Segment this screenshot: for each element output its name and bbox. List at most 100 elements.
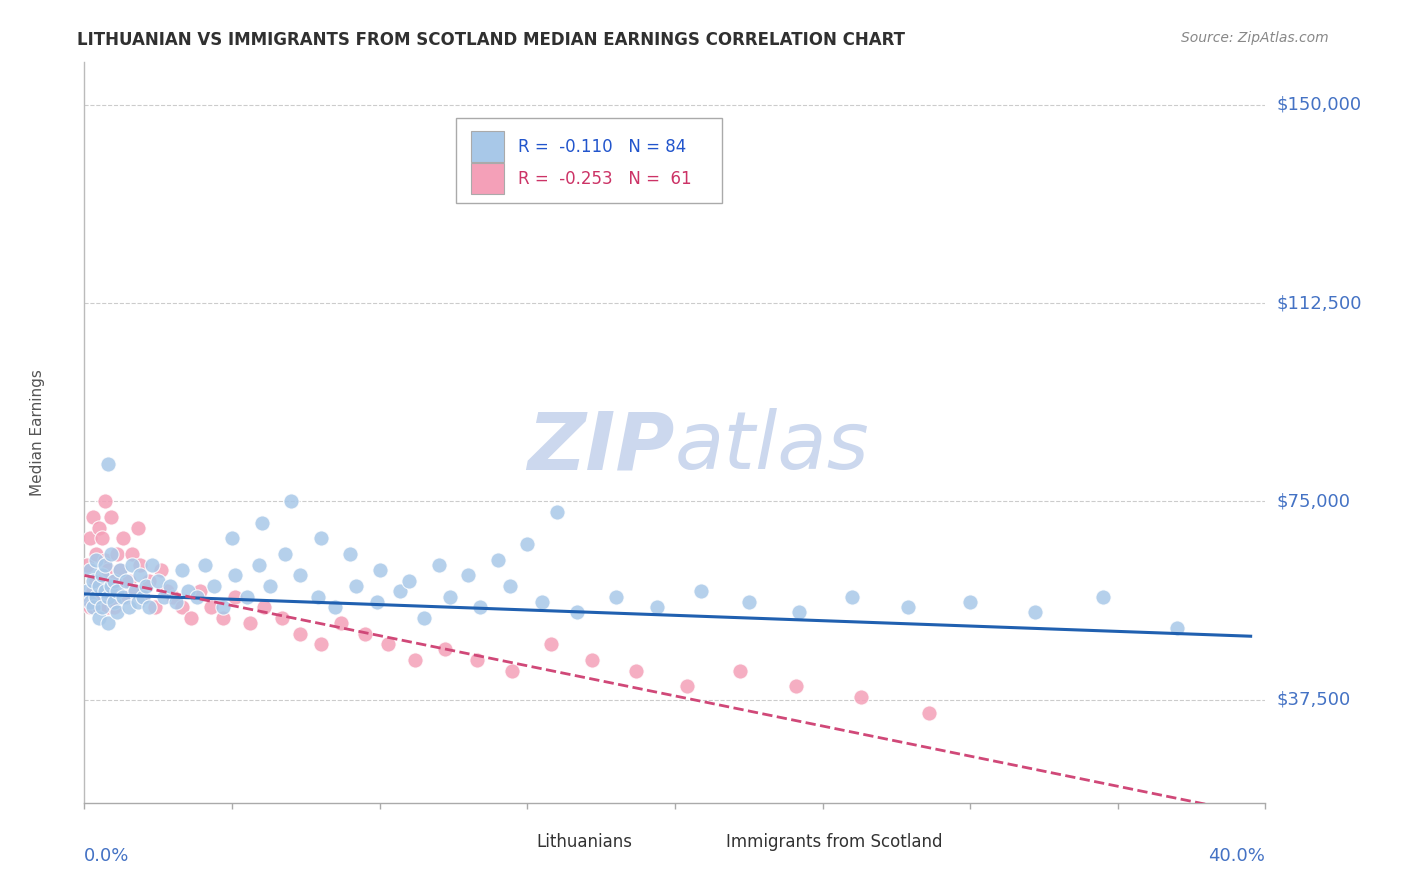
Point — [82, 600, 104, 615]
Point — [675, 680, 697, 694]
Point — [468, 600, 491, 615]
Text: $37,500: $37,500 — [1277, 690, 1351, 708]
Point — [398, 574, 420, 588]
Point — [309, 532, 332, 546]
Point — [516, 536, 538, 550]
Text: $75,000: $75,000 — [1277, 492, 1351, 510]
Point — [354, 626, 377, 640]
Point — [728, 664, 751, 678]
Point — [97, 615, 120, 630]
Point — [280, 494, 302, 508]
Point — [121, 547, 143, 561]
Point — [531, 595, 554, 609]
Point — [239, 615, 262, 630]
FancyBboxPatch shape — [457, 118, 723, 203]
Text: R =  -0.110   N = 84: R = -0.110 N = 84 — [517, 138, 686, 156]
Point — [368, 563, 391, 577]
Point — [118, 574, 141, 588]
Point — [108, 563, 131, 577]
Point — [103, 574, 125, 588]
Point — [194, 558, 217, 572]
Point — [111, 532, 134, 546]
Point — [124, 584, 146, 599]
Bar — [693, 831, 718, 855]
Point — [84, 590, 107, 604]
Point — [97, 600, 120, 615]
Point — [236, 590, 259, 604]
Point — [165, 595, 187, 609]
Point — [97, 563, 120, 577]
Point — [1166, 621, 1188, 635]
Point — [1024, 606, 1046, 620]
Point — [221, 532, 243, 546]
Text: 40.0%: 40.0% — [1209, 847, 1265, 865]
Point — [366, 595, 388, 609]
Point — [202, 579, 225, 593]
Point — [91, 600, 114, 615]
Point — [427, 558, 450, 572]
Point — [918, 706, 941, 720]
Point — [581, 653, 603, 667]
Point — [103, 574, 125, 588]
Point — [82, 510, 104, 524]
Point — [177, 584, 200, 599]
Point — [785, 680, 807, 694]
Point — [170, 600, 193, 615]
Point — [325, 600, 347, 615]
Point — [76, 584, 98, 599]
Point — [377, 637, 399, 651]
Point — [156, 584, 179, 599]
Point — [100, 584, 122, 599]
Point — [897, 600, 920, 615]
Point — [148, 574, 170, 588]
Point — [188, 584, 211, 599]
Point — [180, 610, 202, 624]
Point — [76, 558, 98, 572]
Point — [100, 510, 122, 524]
Point — [439, 590, 461, 604]
Point — [540, 637, 562, 651]
Point — [159, 579, 181, 593]
Point — [413, 610, 436, 624]
Point — [127, 521, 149, 535]
Point — [82, 574, 104, 588]
Point — [129, 558, 152, 572]
Point — [186, 590, 208, 604]
Point — [118, 600, 141, 615]
Point — [288, 626, 311, 640]
Point — [250, 516, 273, 530]
Point — [457, 568, 479, 582]
Point — [111, 590, 134, 604]
Point — [114, 590, 136, 604]
Point — [690, 584, 713, 599]
Point — [97, 458, 120, 472]
Point — [841, 590, 863, 604]
Point — [153, 590, 176, 604]
Point — [105, 547, 128, 561]
Point — [79, 532, 101, 546]
Point — [108, 563, 131, 577]
Text: atlas: atlas — [675, 409, 870, 486]
Point — [309, 637, 332, 651]
Text: 0.0%: 0.0% — [84, 847, 129, 865]
Point — [330, 615, 353, 630]
Point — [339, 547, 361, 561]
Point — [76, 590, 98, 604]
Point — [105, 606, 128, 620]
Point — [162, 590, 184, 604]
Point — [738, 595, 761, 609]
Point — [486, 552, 509, 566]
Point — [271, 610, 294, 624]
Point — [132, 590, 155, 604]
Point — [84, 574, 107, 588]
Point — [433, 642, 456, 657]
Bar — [503, 831, 530, 855]
Point — [84, 547, 107, 561]
Point — [127, 595, 149, 609]
Point — [103, 600, 125, 615]
Point — [138, 600, 160, 615]
Text: Median Earnings: Median Earnings — [30, 369, 45, 496]
Point — [247, 558, 270, 572]
Point — [129, 568, 152, 582]
Point — [501, 664, 523, 678]
